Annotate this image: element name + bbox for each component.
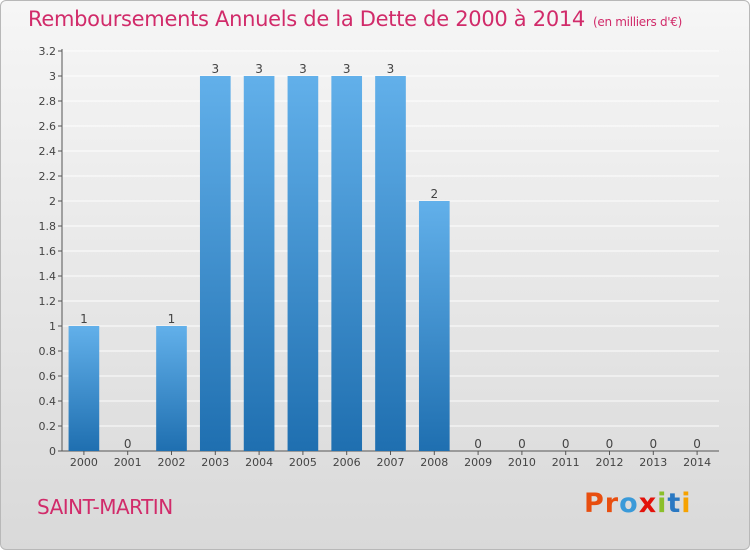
x-tick-label-2003: 2003 <box>201 456 229 469</box>
x-tick-label-2011: 2011 <box>552 456 580 469</box>
y-tick-label: 1.8 <box>39 220 57 233</box>
x-tick-label-2014: 2014 <box>683 456 711 469</box>
data-label-2002: 1 <box>168 312 176 326</box>
logo-letter: i <box>681 488 692 519</box>
title-text: Remboursements Annuels de la Dette de 20… <box>28 7 585 31</box>
data-label-2011: 0 <box>562 437 570 451</box>
bar-2003 <box>199 76 231 451</box>
data-label-2001: 0 <box>124 437 132 451</box>
y-tick-label: 0.2 <box>39 420 57 433</box>
data-label-2007: 3 <box>387 62 395 76</box>
x-tick-label-2010: 2010 <box>508 456 536 469</box>
y-tick-label: 0.4 <box>39 395 57 408</box>
data-label-2000: 1 <box>80 312 88 326</box>
x-tick-label-2012: 2012 <box>596 456 624 469</box>
bar-2004 <box>243 76 275 451</box>
y-tick-label: 2.4 <box>39 145 57 158</box>
y-tick-label: 2.2 <box>39 170 57 183</box>
data-label-2014: 0 <box>693 437 701 451</box>
data-label-2013: 0 <box>649 437 657 451</box>
x-tick-label-2004: 2004 <box>245 456 273 469</box>
chart-title: Remboursements Annuels de la Dette de 20… <box>28 7 682 31</box>
y-tick-label: 0 <box>49 445 56 458</box>
y-tick-label: 2.8 <box>39 95 57 108</box>
bar-2007 <box>375 76 406 451</box>
x-tick-label-2005: 2005 <box>289 456 317 469</box>
data-label-2004: 3 <box>255 62 263 76</box>
logo-letter: i <box>657 488 668 519</box>
y-tick-label: 1.4 <box>39 270 57 283</box>
x-tick-label-2013: 2013 <box>639 456 667 469</box>
x-tick-label-2002: 2002 <box>158 456 186 469</box>
x-tick-label-2009: 2009 <box>464 456 492 469</box>
y-tick-label: 0.6 <box>39 370 57 383</box>
x-tick-label-2007: 2007 <box>377 456 405 469</box>
data-label-2012: 0 <box>606 437 614 451</box>
proxiti-logo: Proxiti <box>584 488 692 519</box>
data-label-2005: 3 <box>299 62 307 76</box>
x-tick-label-2001: 2001 <box>114 456 142 469</box>
data-label-2010: 0 <box>518 437 526 451</box>
data-label-2006: 3 <box>343 62 351 76</box>
y-tick-label: 1.2 <box>39 295 57 308</box>
unit-label: (en milliers d'€) <box>593 15 683 29</box>
data-label-2009: 0 <box>474 437 482 451</box>
data-label-2003: 3 <box>211 62 219 76</box>
logo-letter: P <box>584 488 605 519</box>
logo-letter: x <box>638 488 658 519</box>
y-tick-label: 1.6 <box>39 245 57 258</box>
commune-name: SAINT-MARTIN <box>37 495 173 519</box>
logo-letter: r <box>604 488 620 519</box>
bar-2002 <box>156 326 187 451</box>
y-tick-label: 3.2 <box>39 45 57 58</box>
data-label-2008: 2 <box>430 187 438 201</box>
bar-2005 <box>287 76 319 451</box>
logo-letter: t <box>667 488 682 519</box>
y-tick-label: 1 <box>49 320 56 333</box>
bar-2006 <box>331 76 363 451</box>
bar-2008 <box>418 201 450 451</box>
x-tick-label-2000: 2000 <box>70 456 98 469</box>
y-tick-label: 3 <box>49 70 56 83</box>
x-tick-label-2006: 2006 <box>333 456 361 469</box>
y-tick-label: 2 <box>49 195 56 208</box>
y-tick-label: 0.8 <box>39 345 57 358</box>
x-tick-label-2008: 2008 <box>420 456 448 469</box>
bar-2000 <box>68 326 100 451</box>
logo-letter: o <box>619 488 639 519</box>
y-tick-label: 2.6 <box>39 120 57 133</box>
